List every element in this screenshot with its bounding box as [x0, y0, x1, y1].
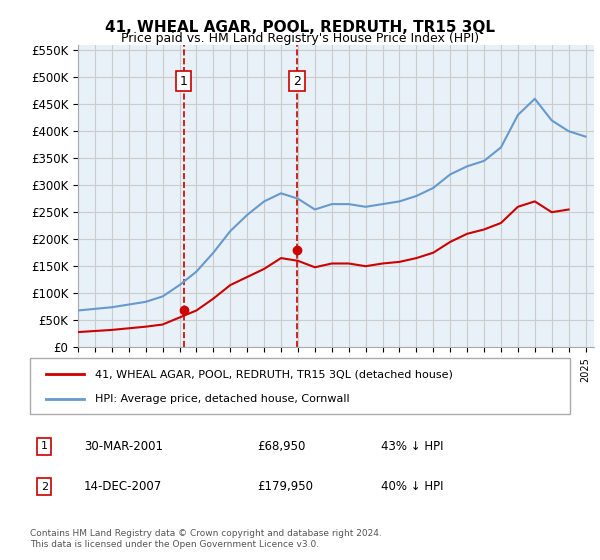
Text: Contains HM Land Registry data © Crown copyright and database right 2024.
This d: Contains HM Land Registry data © Crown c… — [30, 529, 382, 549]
Text: HPI: Average price, detached house, Cornwall: HPI: Average price, detached house, Corn… — [95, 394, 349, 404]
Text: 1: 1 — [41, 441, 48, 451]
Text: 30-MAR-2001: 30-MAR-2001 — [84, 440, 163, 452]
Text: 2: 2 — [293, 74, 301, 87]
Text: 43% ↓ HPI: 43% ↓ HPI — [381, 440, 443, 452]
Text: Price paid vs. HM Land Registry's House Price Index (HPI): Price paid vs. HM Land Registry's House … — [121, 32, 479, 45]
Text: 41, WHEAL AGAR, POOL, REDRUTH, TR15 3QL: 41, WHEAL AGAR, POOL, REDRUTH, TR15 3QL — [105, 20, 495, 35]
Text: 2: 2 — [41, 482, 48, 492]
Text: £68,950: £68,950 — [257, 440, 305, 452]
Text: 41, WHEAL AGAR, POOL, REDRUTH, TR15 3QL (detached house): 41, WHEAL AGAR, POOL, REDRUTH, TR15 3QL … — [95, 369, 452, 379]
Text: £179,950: £179,950 — [257, 480, 313, 493]
Text: 14-DEC-2007: 14-DEC-2007 — [84, 480, 162, 493]
Text: 1: 1 — [180, 74, 188, 87]
Text: 40% ↓ HPI: 40% ↓ HPI — [381, 480, 443, 493]
FancyBboxPatch shape — [30, 358, 570, 414]
